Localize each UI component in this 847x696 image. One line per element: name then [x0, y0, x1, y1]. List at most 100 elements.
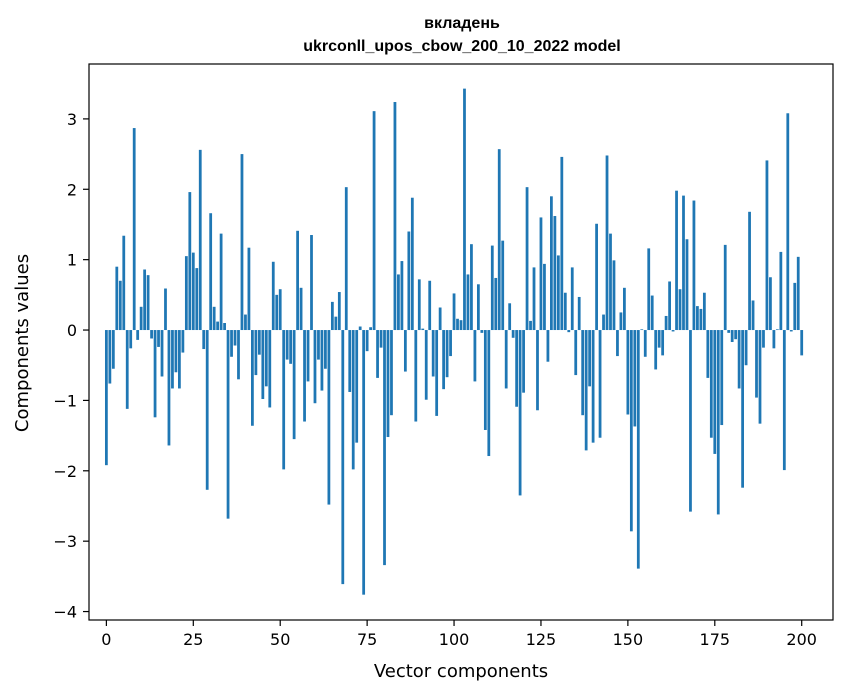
bar	[511, 330, 515, 338]
bar	[115, 266, 119, 331]
bar	[689, 330, 692, 512]
bar	[480, 330, 484, 333]
bar	[609, 233, 612, 331]
bar	[490, 245, 494, 331]
bar	[410, 197, 414, 331]
x-tick-label: 75	[357, 630, 377, 649]
bar	[685, 239, 689, 331]
bar	[296, 230, 299, 331]
bar	[758, 330, 762, 424]
bar	[438, 307, 442, 331]
bar	[317, 330, 320, 360]
bar	[178, 330, 181, 389]
bar	[626, 330, 630, 415]
bar	[132, 128, 136, 331]
bar	[146, 275, 150, 331]
bar	[654, 330, 658, 370]
bar	[212, 306, 216, 331]
bar	[629, 330, 633, 532]
bar	[344, 187, 348, 331]
bar	[247, 247, 251, 331]
bar	[616, 330, 619, 357]
bar	[285, 330, 289, 360]
bar	[261, 330, 265, 400]
bar	[727, 330, 731, 333]
bar	[143, 269, 147, 331]
bar	[164, 288, 167, 331]
y-axis-label: Components values	[12, 254, 33, 432]
chart-title-line-1: вкладень	[424, 15, 500, 32]
bar-series	[104, 88, 804, 595]
y-tick-label: −1	[53, 391, 77, 410]
bar	[779, 251, 783, 331]
bar	[216, 321, 220, 331]
bar	[230, 330, 233, 357]
bar	[470, 244, 473, 331]
bar	[772, 330, 776, 349]
bar	[320, 330, 324, 391]
bar	[431, 330, 435, 377]
x-tick-label: 50	[270, 630, 290, 649]
x-tick-label: 100	[439, 630, 470, 649]
bar	[379, 330, 383, 348]
bar	[563, 292, 567, 331]
bar	[483, 330, 487, 430]
bar	[647, 248, 651, 331]
bar	[497, 149, 501, 331]
bar	[111, 330, 115, 369]
bar	[369, 327, 372, 331]
bar	[240, 154, 244, 331]
y-tick-label: 1	[67, 251, 77, 270]
bar	[282, 330, 286, 470]
bar	[699, 308, 703, 331]
bar	[337, 292, 341, 331]
bar	[198, 149, 202, 331]
bar	[591, 330, 595, 443]
y-tick-label: 0	[67, 321, 77, 340]
bar	[692, 200, 696, 331]
bar	[636, 330, 640, 569]
bar	[181, 330, 185, 353]
bar	[532, 267, 536, 331]
bar	[209, 213, 213, 331]
bar	[515, 330, 519, 407]
bar	[157, 330, 160, 347]
bar	[268, 330, 272, 408]
chart-title-line-2: ukrconll_upos_cbow_200_10_2022 model	[303, 38, 620, 55]
bar	[445, 330, 449, 378]
bar	[744, 330, 748, 366]
bar	[327, 330, 331, 505]
bar	[358, 326, 362, 331]
bar	[560, 156, 564, 331]
bar	[678, 289, 682, 331]
bar	[789, 330, 793, 332]
bar	[466, 274, 470, 331]
y-tick-label: −2	[53, 462, 77, 481]
bar	[442, 330, 446, 390]
y-tick-label: 3	[67, 110, 77, 129]
bar	[278, 289, 282, 331]
bar	[769, 277, 772, 331]
bar	[195, 268, 199, 331]
bar	[348, 330, 352, 392]
bar	[755, 330, 758, 398]
bar	[518, 330, 522, 496]
bar	[424, 330, 428, 400]
bar	[525, 187, 529, 331]
y-tick-label: −4	[53, 603, 77, 622]
bar	[696, 306, 699, 331]
bar	[734, 330, 738, 340]
bar	[668, 281, 671, 331]
bar	[150, 330, 153, 339]
bar	[800, 330, 804, 356]
bar	[275, 294, 279, 331]
bar	[619, 312, 623, 331]
bar	[428, 280, 432, 331]
bar	[244, 314, 247, 331]
bar	[191, 252, 195, 331]
bar	[390, 330, 393, 416]
bar	[306, 330, 310, 382]
bar	[153, 330, 157, 418]
bar	[793, 282, 797, 331]
